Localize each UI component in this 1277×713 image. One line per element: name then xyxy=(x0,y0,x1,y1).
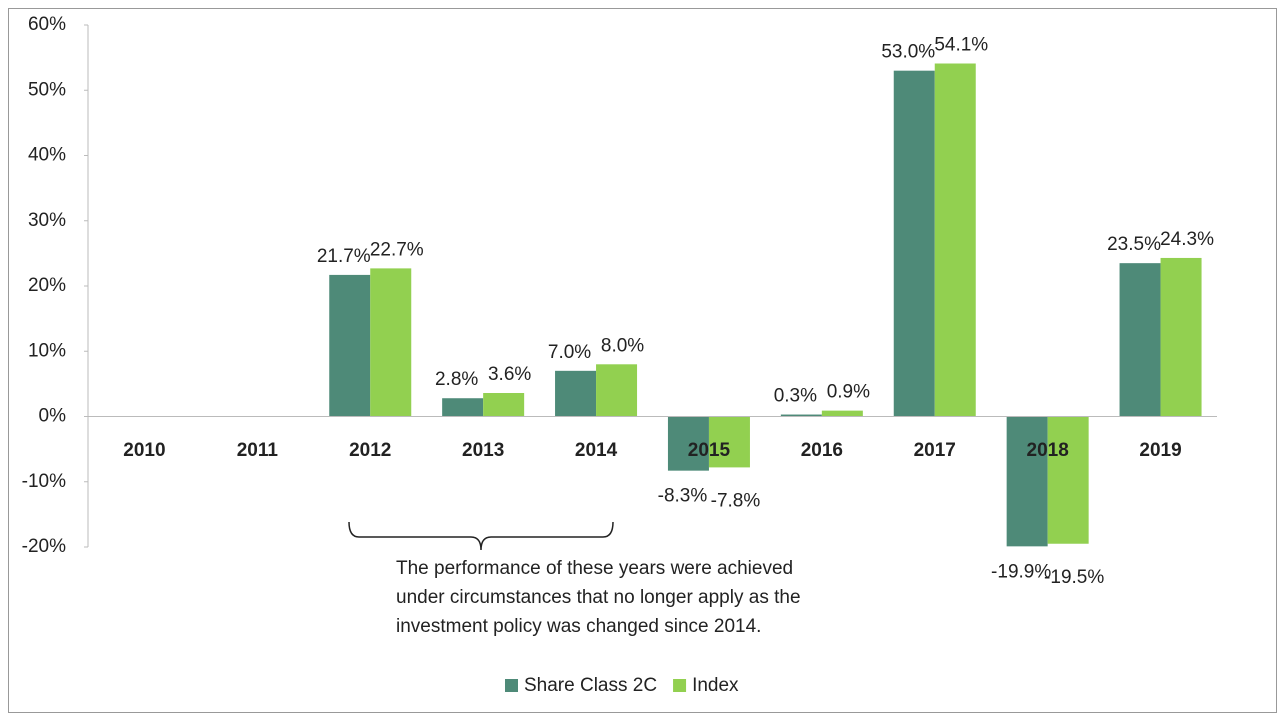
x-tick-label: 2016 xyxy=(801,440,843,461)
legend-label: Share Class 2C xyxy=(524,675,657,696)
value-label: -19.9% xyxy=(991,561,1051,582)
x-tick-label: 2010 xyxy=(123,440,165,461)
bar xyxy=(370,268,412,417)
bar xyxy=(780,414,822,417)
y-tick-label: 30% xyxy=(28,210,66,231)
x-tick-label: 2017 xyxy=(914,440,956,461)
value-label: 2.8% xyxy=(435,369,478,390)
value-label: 24.3% xyxy=(1160,229,1214,250)
bar xyxy=(1160,257,1202,417)
value-label: 0.3% xyxy=(774,386,817,407)
annotation: under circumstances that no longer apply… xyxy=(396,587,801,608)
value-label: 7.0% xyxy=(548,342,591,363)
y-tick-label: 50% xyxy=(28,79,66,100)
y-tick-label: 0% xyxy=(39,406,67,427)
bar xyxy=(555,370,597,417)
bar xyxy=(1119,263,1161,417)
bar xyxy=(821,410,863,417)
y-tick-label: 10% xyxy=(28,340,66,361)
bar xyxy=(329,274,371,417)
x-tick-label: 2015 xyxy=(688,440,731,461)
x-tick-label: 2014 xyxy=(575,440,618,461)
bracket xyxy=(348,521,614,551)
value-label: -19.5% xyxy=(1044,567,1104,588)
y-tick-label: 40% xyxy=(28,145,66,166)
y-tick-label: -10% xyxy=(22,471,66,492)
y-tick-label: 60% xyxy=(28,14,66,35)
value-label: 8.0% xyxy=(601,335,644,356)
bar xyxy=(1047,416,1089,544)
value-label: 23.5% xyxy=(1107,234,1161,255)
y-tick-label: 20% xyxy=(28,275,66,296)
x-tick-label: 2012 xyxy=(349,440,391,461)
x-tick-label: 2011 xyxy=(237,440,279,461)
y-tick-label: -20% xyxy=(22,536,66,557)
x-tick-label: 2019 xyxy=(1139,440,1181,461)
value-label: 22.7% xyxy=(370,239,424,260)
x-tick-label: 2018 xyxy=(1027,440,1069,461)
value-label: 54.1% xyxy=(934,35,988,56)
bar xyxy=(596,364,638,417)
bar xyxy=(1006,416,1048,547)
legend-swatch xyxy=(505,679,518,692)
annotation: investment policy was changed since 2014… xyxy=(396,616,761,637)
value-label: 21.7% xyxy=(317,246,371,267)
bar xyxy=(934,63,976,417)
legend-label: Index xyxy=(692,675,739,696)
value-label: -7.8% xyxy=(711,490,761,511)
value-label: -8.3% xyxy=(658,486,708,507)
bar xyxy=(708,416,750,468)
bar xyxy=(893,70,935,417)
value-label: 53.0% xyxy=(881,42,935,63)
bar xyxy=(442,398,484,417)
annotation: The performance of these years were achi… xyxy=(396,558,793,579)
bar xyxy=(483,393,525,417)
value-label: 3.6% xyxy=(488,364,531,385)
bar xyxy=(667,416,709,471)
x-tick-label: 2013 xyxy=(462,440,504,461)
value-label: 0.9% xyxy=(827,382,870,403)
legend-swatch xyxy=(673,679,687,692)
